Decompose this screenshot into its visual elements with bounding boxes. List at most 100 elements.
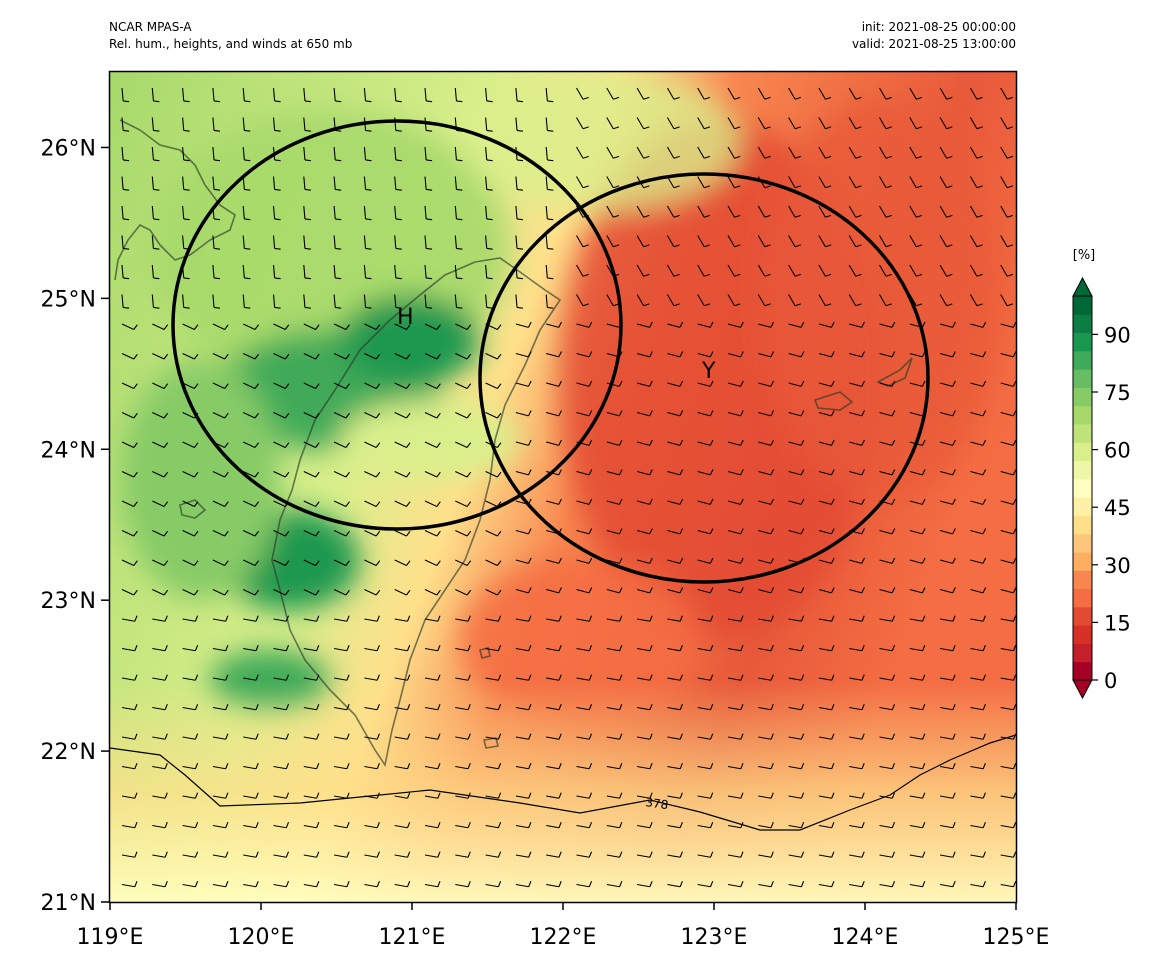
- wind-barb: [636, 587, 653, 594]
- wind-barb: [849, 644, 865, 652]
- wind-barb: [818, 851, 835, 858]
- wind-barb: [939, 469, 956, 476]
- colorbar-ticks: 0 15 30 45 60 75 90: [1092, 323, 1131, 693]
- wind-barb: [121, 589, 138, 596]
- wind-barb: [879, 87, 892, 100]
- wind-barb: [121, 412, 138, 419]
- colorbar-outline: [1072, 295, 1093, 681]
- wind-barb: [424, 471, 441, 478]
- wind-barb: [121, 235, 130, 250]
- wind-barb: [697, 557, 714, 564]
- wind-barb: [394, 821, 411, 829]
- lat-tick-label: 24°N: [41, 438, 96, 463]
- wind-barb: [182, 87, 190, 103]
- wind-barb: [303, 176, 311, 191]
- wind-barb: [879, 205, 892, 218]
- wind-barb: [212, 264, 221, 280]
- wind-barb: [424, 264, 433, 280]
- wind-barb: [455, 530, 472, 537]
- wind-barb: [697, 615, 714, 622]
- wind-barb: [546, 498, 562, 505]
- wind-barb: [545, 176, 554, 191]
- wind-barb: [697, 294, 711, 307]
- wind-barb: [849, 851, 865, 858]
- wind-barb: [939, 410, 956, 417]
- wind-barb: [667, 587, 684, 594]
- wind-barb: [606, 821, 623, 829]
- wind-barb: [606, 674, 623, 681]
- wind-barb: [758, 792, 774, 799]
- wind-barb: [243, 880, 259, 888]
- wind-barb: [636, 557, 653, 564]
- wind-barb: [485, 615, 502, 622]
- wind-barb: [243, 821, 259, 829]
- wind-barb: [727, 264, 741, 277]
- wind-barb: [303, 382, 320, 389]
- wind-barb: [334, 703, 350, 711]
- wind-barb: [121, 500, 138, 507]
- wind-barb: [546, 703, 562, 711]
- wind-barb: [909, 205, 923, 218]
- wind-barb: [697, 410, 714, 417]
- wind-barb: [909, 792, 926, 799]
- wind-barb: [182, 880, 199, 888]
- wind-barb: [394, 559, 411, 566]
- wind-barb: [940, 644, 956, 652]
- wind-barb: [394, 353, 411, 360]
- wind-barb: [212, 880, 229, 888]
- wind-barb: [909, 469, 926, 476]
- wind-barb: [939, 321, 956, 328]
- wind-barb: [697, 528, 714, 535]
- wind-barb: [909, 703, 926, 711]
- wind-barb: [121, 792, 138, 799]
- wind-barb: [637, 880, 653, 888]
- wind-barb: [909, 821, 926, 829]
- lon-tick-label: 120°E: [228, 925, 295, 950]
- wind-barb: [424, 353, 441, 360]
- wind-barb: [606, 380, 623, 387]
- circle-h: [171, 119, 623, 531]
- wind-barb: [182, 382, 199, 389]
- wind-barb: [940, 674, 956, 681]
- wind-barb: [576, 851, 593, 858]
- wind-barb: [697, 821, 714, 829]
- wind-barb: [182, 792, 199, 799]
- wind-barb: [666, 176, 680, 189]
- wind-barb: [454, 235, 463, 250]
- wind-barb: [333, 294, 342, 309]
- wind-barb: [364, 615, 380, 622]
- wind-barb: [757, 205, 771, 218]
- wind-barb: [515, 205, 524, 221]
- wind-barb: [970, 351, 987, 358]
- wind-barb: [879, 703, 896, 711]
- wind-barb: [636, 264, 650, 277]
- wind-barb: [212, 792, 229, 799]
- wind-barb: [697, 880, 714, 888]
- wind-barb: [1000, 528, 1016, 535]
- wind-barb: [788, 615, 805, 622]
- wind-barb: [727, 557, 744, 564]
- wind-barb: [697, 792, 714, 799]
- wind-barb: [242, 589, 260, 596]
- wind-barb: [333, 235, 342, 250]
- wind-barb: [455, 703, 471, 711]
- wind-barb: [939, 87, 953, 100]
- wind-barb: [697, 176, 711, 189]
- height-contour-378: [110, 734, 1016, 831]
- wind-barb: [303, 644, 320, 652]
- wind-barb: [970, 821, 986, 829]
- wind-barb: [182, 589, 199, 596]
- wind-barb: [576, 380, 593, 387]
- wind-barb: [637, 644, 653, 652]
- wind-barb: [515, 703, 532, 711]
- colorbar-swatch: [1073, 478, 1092, 498]
- wind-barb: [182, 117, 190, 132]
- wind-barb: [1000, 703, 1016, 711]
- wind-barb: [424, 235, 433, 250]
- wind-barb: [818, 674, 835, 681]
- wind-barb: [606, 498, 623, 505]
- wind-barb: [515, 469, 532, 476]
- wind-barb: [758, 615, 774, 622]
- wind-barb: [334, 733, 350, 740]
